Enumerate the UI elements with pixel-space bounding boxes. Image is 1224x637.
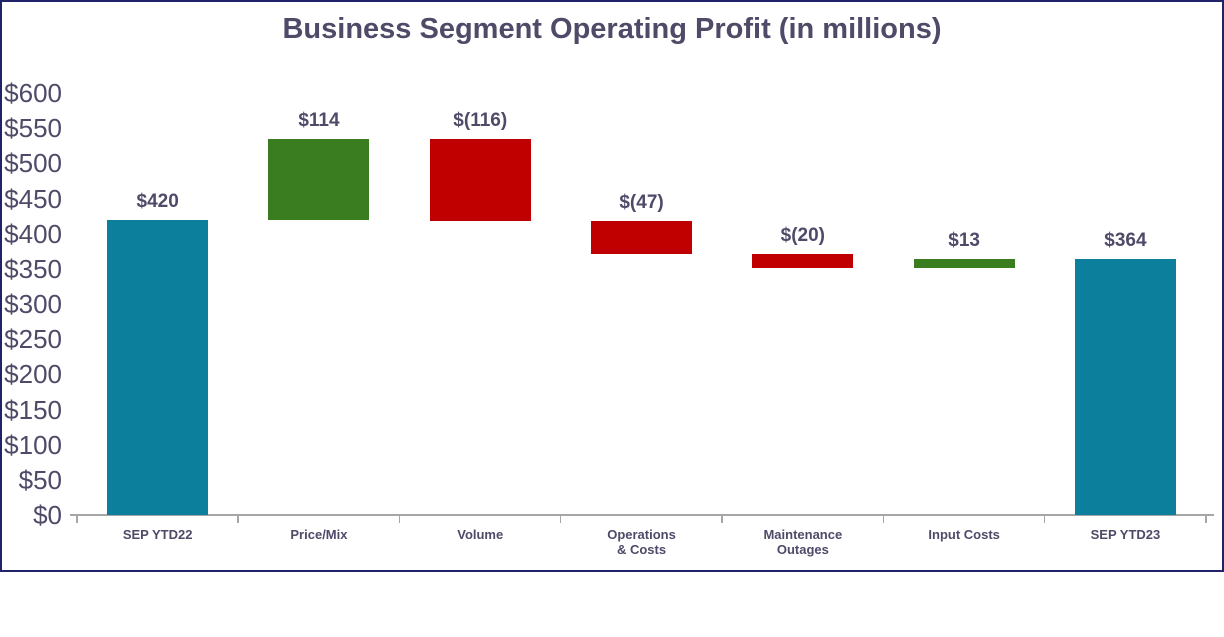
y-axis-tick-label: $200: [4, 359, 62, 390]
y-axis-tick-label: $350: [4, 253, 62, 284]
bar-value-label: $114: [298, 110, 340, 132]
y-axis-tick-label: $150: [4, 394, 62, 425]
waterfall-bar-increase: [913, 258, 1015, 269]
waterfall-bar-decrease: [429, 139, 531, 221]
x-axis-category-label: Price/Mix: [290, 527, 348, 542]
waterfall-bar-decrease: [752, 254, 854, 269]
y-axis-tick-label: $300: [4, 289, 62, 319]
waterfall-bar-total: [1074, 258, 1176, 515]
x-axis-tick: [559, 514, 562, 523]
x-axis-category-label: SEP YTD22: [122, 527, 193, 542]
x-axis-tick: [237, 514, 239, 523]
x-axis-tick: [721, 514, 723, 523]
x-axis-line: [70, 514, 1215, 516]
x-axis-tick: [76, 514, 78, 523]
y-axis-tick-label: $0: [33, 500, 62, 530]
chart-frame: Business Segment Operating Profit (in mi…: [0, 0, 1224, 572]
bar-value-label: $13: [948, 229, 980, 251]
bar-value-label: $(116): [453, 110, 508, 132]
x-axis-category-label: SEP YTD23: [1090, 527, 1161, 542]
y-axis-tick-label: $100: [4, 429, 62, 460]
x-axis-tick: [1205, 514, 1207, 523]
waterfall-bar-decrease: [591, 221, 693, 255]
x-axis-category-label: Operations & Costs: [607, 527, 676, 557]
y-axis-tick-label: $400: [4, 218, 62, 249]
x-axis-tick: [882, 514, 884, 523]
x-axis-category-label: Volume: [457, 527, 504, 542]
y-axis-tick-label: $600: [4, 78, 62, 108]
waterfall-bar-total: [107, 219, 209, 515]
bar-value-label: $420: [136, 190, 179, 212]
x-axis-tick: [1043, 514, 1046, 523]
chart-title: Business Segment Operating Profit (in mi…: [282, 13, 942, 45]
y-axis-tick-label: $50: [18, 464, 62, 495]
x-axis-category-label: Input Costs: [928, 527, 1000, 542]
y-axis-tick-label: $450: [4, 183, 62, 214]
x-axis-tick: [398, 514, 401, 523]
waterfall-bar-increase: [268, 139, 370, 220]
y-axis-tick-label: $550: [4, 113, 62, 144]
x-axis-category-label: Maintenance Outages: [763, 527, 843, 557]
y-axis-tick-label: $500: [4, 148, 62, 179]
y-axis-tick-label: $250: [4, 324, 62, 355]
bar-value-label: $(20): [780, 225, 826, 247]
bar-value-label: $364: [1104, 229, 1147, 251]
bar-value-label: $(47): [619, 192, 664, 213]
